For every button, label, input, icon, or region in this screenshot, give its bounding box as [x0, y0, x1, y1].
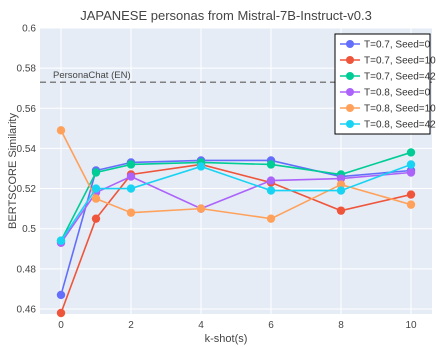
data-point — [91, 194, 101, 203]
legend-label: T=0.7, Seed=42 — [364, 72, 436, 83]
x-tick-labels: 0 2 4 6 8 10 — [58, 320, 417, 331]
data-point — [336, 174, 346, 183]
data-point — [56, 308, 66, 318]
x-tick-label: 6 — [268, 320, 274, 331]
data-point — [56, 290, 66, 300]
legend-swatch-marker — [346, 104, 354, 112]
legend-item: T=0.7, Seed=0 — [340, 40, 431, 51]
data-point — [406, 168, 416, 177]
x-tick-label: 4 — [198, 320, 204, 331]
legend-item: T=0.8, Seed=10 — [340, 104, 436, 115]
data-point — [91, 214, 101, 223]
legend-label: T=0.7, Seed=10 — [364, 56, 436, 67]
x-tick-label: 8 — [338, 320, 344, 331]
data-point — [336, 186, 346, 195]
y-tick-label: 0.58 — [17, 64, 37, 75]
data-point — [336, 206, 346, 215]
y-tick-label: 0.54 — [17, 144, 37, 155]
data-point — [126, 172, 136, 181]
legend-swatch-marker — [346, 56, 354, 64]
series-4 — [56, 126, 416, 223]
legend-label: T=0.8, Seed=42 — [364, 120, 436, 131]
data-point — [406, 160, 416, 169]
y-tick-label: 0.48 — [17, 264, 37, 275]
data-point — [406, 200, 416, 209]
x-axis-label: k-shot(s) — [205, 333, 248, 345]
x-tick-label: 2 — [128, 320, 134, 331]
y-axis-label: BERTSCORE Similarity — [7, 113, 19, 229]
data-point — [266, 160, 276, 169]
reference-line-label: PersonaChat (EN) — [53, 70, 131, 81]
legend-swatch-marker — [346, 72, 354, 80]
x-tick-label: 0 — [58, 320, 64, 331]
data-point — [126, 184, 136, 193]
data-point — [406, 148, 416, 157]
legend-label: T=0.7, Seed=0 — [364, 40, 431, 51]
chart-title: JAPANESE personas from Mistral-7B-Instru… — [80, 8, 372, 23]
x-tick-label: 10 — [405, 320, 417, 331]
legend-item: T=0.8, Seed=42 — [340, 120, 436, 131]
legend-label: T=0.8, Seed=10 — [364, 104, 436, 115]
data-point — [406, 190, 416, 199]
legend-item: T=0.7, Seed=42 — [340, 72, 436, 83]
y-tick-label: 0.6 — [22, 24, 36, 35]
data-point — [196, 204, 206, 213]
grid — [40, 27, 432, 314]
data-point — [266, 186, 276, 195]
data-point — [56, 236, 66, 245]
legend-item: T=0.8, Seed=0 — [340, 88, 431, 99]
y-tick-labels: 0.46 0.48 0.5 0.52 0.54 0.56 0.58 0.6 — [17, 24, 37, 316]
data-point — [196, 162, 206, 171]
data-point — [126, 208, 136, 217]
y-tick-label: 0.46 — [17, 304, 37, 315]
reference-line-group: PersonaChat (EN) — [40, 70, 432, 83]
data-point — [336, 180, 346, 189]
data-point — [126, 160, 136, 169]
y-tick-label: 0.52 — [17, 184, 37, 195]
legend-swatch-marker — [346, 120, 354, 128]
data-point — [91, 168, 101, 177]
y-tick-label: 0.5 — [22, 224, 36, 235]
data-point — [91, 184, 101, 193]
data-point — [266, 176, 276, 185]
y-tick-label: 0.56 — [17, 104, 37, 115]
legend-label: T=0.8, Seed=0 — [364, 88, 431, 99]
series-5 — [56, 160, 416, 245]
data-point — [266, 214, 276, 223]
legend: T=0.7, Seed=0 T=0.7, Seed=10 T=0.7, Seed=4… — [334, 33, 436, 135]
legend-item: T=0.7, Seed=10 — [340, 56, 436, 67]
data-point — [56, 126, 66, 135]
legend-swatch-marker — [346, 88, 354, 96]
legend-swatch-marker — [346, 40, 354, 48]
legend-box — [334, 33, 431, 135]
series-layer — [56, 126, 416, 318]
